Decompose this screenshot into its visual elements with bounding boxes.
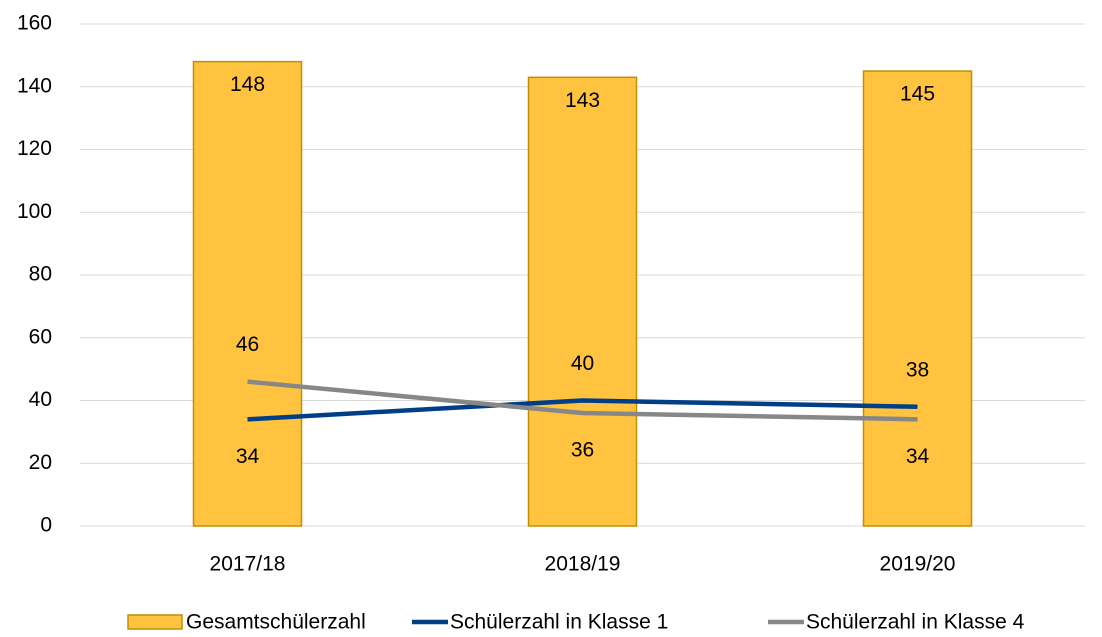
legend-label: Gesamtschülerzahl: [186, 611, 366, 634]
y-tick-label: 120: [17, 137, 52, 160]
bar: [527, 76, 638, 527]
data-label: 40: [571, 352, 594, 375]
legend-label: Schülerzahl in Klasse 1: [450, 611, 668, 634]
data-label: 145: [900, 83, 935, 106]
legend-swatch: [127, 614, 183, 630]
data-label: 143: [565, 89, 600, 112]
legend-label: Schülerzahl in Klasse 4: [806, 611, 1025, 634]
y-tick-label: 160: [17, 12, 52, 35]
data-label: 36: [571, 439, 594, 462]
y-tick-label: 40: [29, 388, 52, 411]
line: [247, 379, 918, 422]
bar: [192, 60, 303, 527]
data-label: 34: [236, 445, 260, 468]
data-label: 46: [236, 333, 259, 356]
x-tick-label: 2019/20: [880, 553, 956, 576]
y-tick-label: 140: [17, 74, 52, 97]
bar: [862, 70, 973, 527]
line: [247, 398, 918, 422]
x-tick-label: 2017/18: [210, 553, 286, 576]
data-label: 34: [906, 445, 930, 468]
y-tick-label: 0: [40, 514, 52, 537]
y-tick-label: 100: [17, 200, 52, 223]
y-tick-label: 60: [29, 325, 52, 348]
x-tick-label: 2018/19: [545, 553, 621, 576]
y-tick-label: 80: [29, 263, 52, 286]
y-tick-label: 20: [29, 451, 52, 474]
data-label: 38: [906, 358, 929, 381]
data-label: 148: [230, 73, 265, 96]
